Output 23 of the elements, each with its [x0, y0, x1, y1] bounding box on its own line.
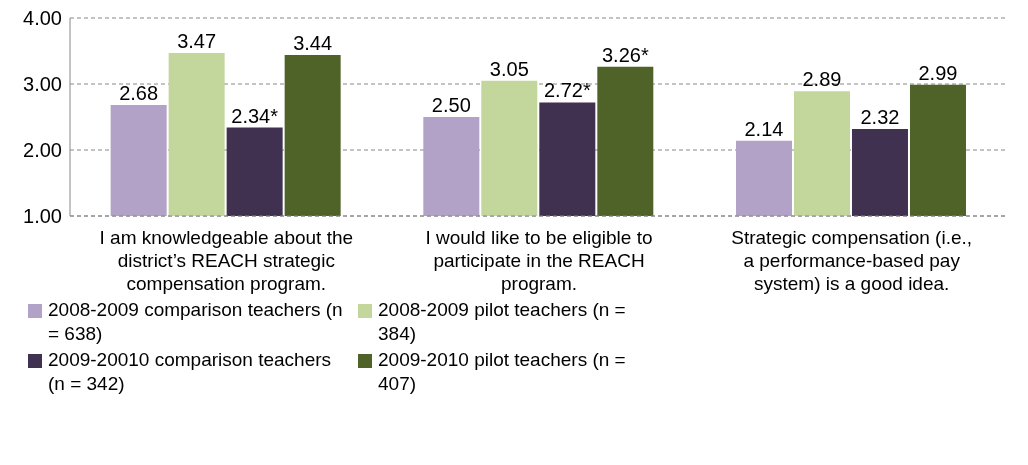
- data-label: 2.14: [744, 117, 784, 140]
- legend-label: 2009-2010 pilot teachers (n = 407): [378, 348, 627, 396]
- x-tick-label: Strategic compensation (i.e., a performance-based pay system) is a good idea.: [731, 227, 973, 294]
- data-label: 2.34*: [231, 104, 279, 127]
- data-label: 2.89: [802, 68, 842, 91]
- legend-label: 2009-20010 comparison teachers (n = 342): [48, 348, 333, 396]
- y-tick-label: 3.00: [23, 73, 62, 96]
- legend-label: 2008-2009 pilot teachers (n = 384): [378, 298, 627, 346]
- data-label: 3.05: [489, 57, 529, 80]
- data-label: 3.44: [293, 31, 333, 54]
- y-tick-label: 2.00: [23, 139, 62, 162]
- data-label: 2.32: [860, 105, 900, 128]
- legend-label: 2008-2009 comparison teachers (n = 638): [48, 298, 344, 346]
- y-tick-label: 4.00: [23, 7, 62, 30]
- data-label: 2.68: [119, 82, 159, 105]
- data-label: 3.26*: [601, 43, 649, 66]
- data-label: 2.99: [918, 61, 958, 84]
- data-label: 2.72*: [543, 79, 591, 102]
- x-tick-label: I am knowledgeable about the district’s REACH strategic compensation program.: [99, 227, 354, 294]
- data-label: 2.50: [431, 94, 471, 116]
- data-label: 3.47: [177, 29, 217, 52]
- y-tick-label: 1.00: [23, 205, 62, 228]
- x-tick-label: I would like to be eligible to participate in the REACH program.: [425, 227, 653, 294]
